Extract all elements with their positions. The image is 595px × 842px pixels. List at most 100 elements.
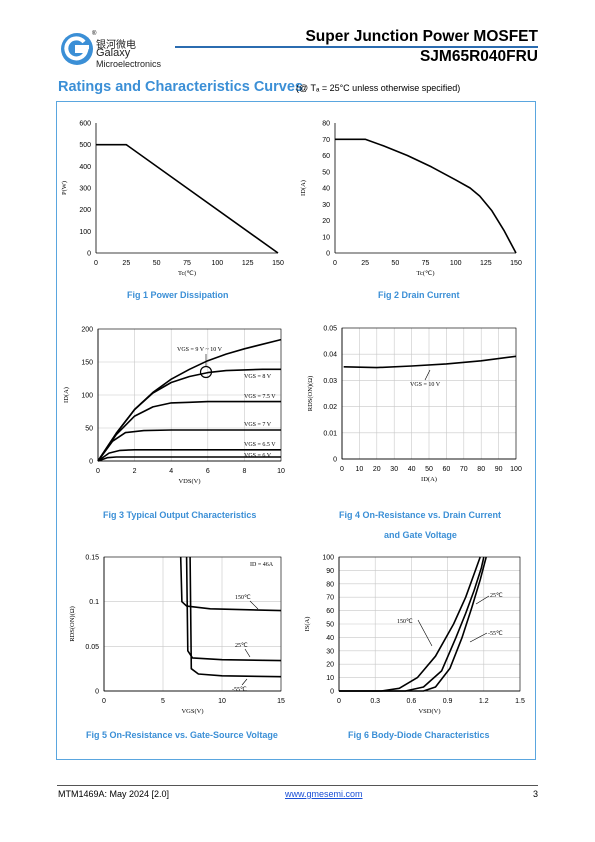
y-tick-label: 0: [333, 457, 337, 464]
footer-website-link[interactable]: www.gmesemi.com: [285, 789, 363, 799]
x-tick-label: 0: [340, 466, 344, 473]
series-line-4: [97, 429, 281, 462]
y-tick-label: 50: [326, 622, 334, 629]
x-axis-label: VDS(V): [178, 478, 200, 485]
label-leader: [424, 369, 431, 381]
plot-border: [97, 328, 282, 462]
x-tick-label: 4: [169, 468, 173, 475]
x-tick-label: 25: [361, 260, 369, 267]
x-tick-label: 150: [272, 260, 284, 267]
figures-frame: [56, 101, 536, 760]
series-line-3: [339, 556, 487, 692]
y-tick-label: 0.05: [323, 326, 337, 333]
x-tick-label: 70: [460, 466, 468, 473]
x-tick-label: 150: [510, 260, 522, 267]
y-tick-label: 0: [330, 689, 334, 696]
y-tick-label: 80: [322, 121, 330, 128]
caption-fig2: Fig 2 Drain Current: [378, 290, 460, 300]
y-tick-label: 0.02: [323, 404, 337, 411]
y-tick-label: 300: [79, 186, 91, 193]
y-tick-label: 200: [81, 327, 93, 334]
series-line-2: [185, 556, 282, 662]
caption-fig6: Fig 6 Body-Diode Characteristics: [348, 730, 490, 740]
y-axis-label: ID(A): [63, 387, 70, 403]
y-tick-label: 0: [326, 251, 330, 258]
label-leader: [249, 600, 259, 610]
y-tick-label: 200: [79, 207, 91, 214]
series-label-minus55c: -55℃: [232, 687, 247, 693]
y-tick-label: 50: [85, 426, 93, 433]
document-title: Super Junction Power MOSFET: [305, 28, 538, 45]
label-leader: [417, 619, 433, 647]
y-tick-label: 0.03: [323, 378, 337, 385]
series-label-vgs-8: VGS = 8 V: [244, 374, 272, 380]
x-tick-label: 0: [102, 698, 106, 705]
x-tick-label: 2: [133, 468, 137, 475]
y-tick-label: 500: [79, 142, 91, 149]
y-tick-label: 0.05: [85, 644, 99, 651]
y-tick-label: 150: [81, 360, 93, 367]
x-axis-label: VSD(V): [418, 708, 440, 715]
x-tick-label: 25: [122, 260, 130, 267]
y-tick-label: 80: [326, 581, 334, 588]
galaxy-logo: [61, 33, 93, 65]
footer-page-number: 3: [532, 789, 538, 799]
highlight-circle: [199, 365, 213, 379]
part-number: SJM65R040FRU: [419, 48, 538, 65]
y-tick-label: 70: [322, 137, 330, 144]
series-label-vgs-7: VGS = 7 V: [244, 422, 272, 428]
series-label-150c: 150℃: [397, 619, 413, 625]
x-tick-label: 75: [183, 260, 191, 267]
x-tick-label: 60: [443, 466, 451, 473]
chart-fig1: 0 25 50 75 100 125 150 0 100 200 300 400 500 600 Tc(℃)…: [61, 121, 284, 278]
series-line-1: [343, 355, 517, 369]
plot-border: [341, 327, 517, 460]
caption-fig4-line1: Fig 4 On-Resistance vs. Drain Current: [339, 510, 502, 520]
y-tick-label: 100: [79, 229, 91, 236]
series-label-25c: 25℃: [235, 643, 248, 649]
x-axis-label: Tc(℃): [416, 270, 434, 277]
x-axis-label: ID(A): [421, 476, 437, 483]
series-line-6: [97, 456, 281, 462]
y-axis-label: RDS(ON)(Ω): [307, 376, 314, 412]
label-leader: [241, 678, 248, 686]
y-tick-label: 60: [322, 153, 330, 160]
x-tick-label: 1.5: [515, 698, 525, 705]
series-line-3: [97, 400, 281, 462]
x-tick-label: 10: [277, 468, 285, 475]
x-tick-label: 0: [96, 468, 100, 475]
x-tick-label: 10: [356, 466, 364, 473]
series-label-minus55c: -55℃: [488, 631, 503, 637]
y-tick-label: 30: [322, 202, 330, 209]
series-line-1: [339, 556, 481, 692]
x-tick-label: 20: [373, 466, 381, 473]
brand-name: Galaxy: [96, 47, 131, 59]
y-tick-label: 40: [326, 635, 334, 642]
x-tick-label: 80: [477, 466, 485, 473]
chart-fig4: 0 10 20 30 40 50 60 70 80 90 100 0 0.01 0.02 0.03 0.04 0…: [307, 326, 522, 484]
x-tick-label: 0: [337, 698, 341, 705]
x-tick-label: 30: [390, 466, 398, 473]
chart-fig2: 0 25 50 75 100 125 150 0 10 20 30 40 50 60 70 80 Tc(℃) ID…: [300, 121, 522, 278]
x-tick-label: 50: [391, 260, 399, 267]
series-label-vgs-9-10: VGS = 9 V ~ 10 V: [177, 347, 223, 353]
x-tick-label: 0.3: [370, 698, 380, 705]
x-axis-label: VGS(V): [181, 708, 203, 715]
y-tick-label: 10: [326, 675, 334, 682]
registered-mark: ®: [92, 31, 97, 37]
x-tick-label: 0.9: [443, 698, 453, 705]
y-axis-label: IS(A): [304, 617, 311, 632]
series-label-vgs-6: VGS = 6 V: [244, 453, 272, 459]
y-axis-label: ID(A): [300, 180, 307, 196]
caption-fig5: Fig 5 On-Resistance vs. Gate-Source Volt…: [86, 730, 278, 740]
x-axis-label: Tc(℃): [178, 270, 196, 277]
x-tick-label: 125: [242, 260, 254, 267]
chart-fig5: 0 5 10 15 0 0.05 0.1 0.15 VGS(V) RDS(ON)(Ω) ID = 4…: [69, 555, 285, 716]
series-label-150c: 150℃: [235, 595, 251, 601]
x-tick-label: 75: [422, 260, 430, 267]
y-tick-label: 600: [79, 121, 91, 128]
x-tick-label: 40: [408, 466, 416, 473]
y-tick-label: 30: [326, 648, 334, 655]
section-title: Ratings and Characteristics Curves: [58, 79, 303, 95]
